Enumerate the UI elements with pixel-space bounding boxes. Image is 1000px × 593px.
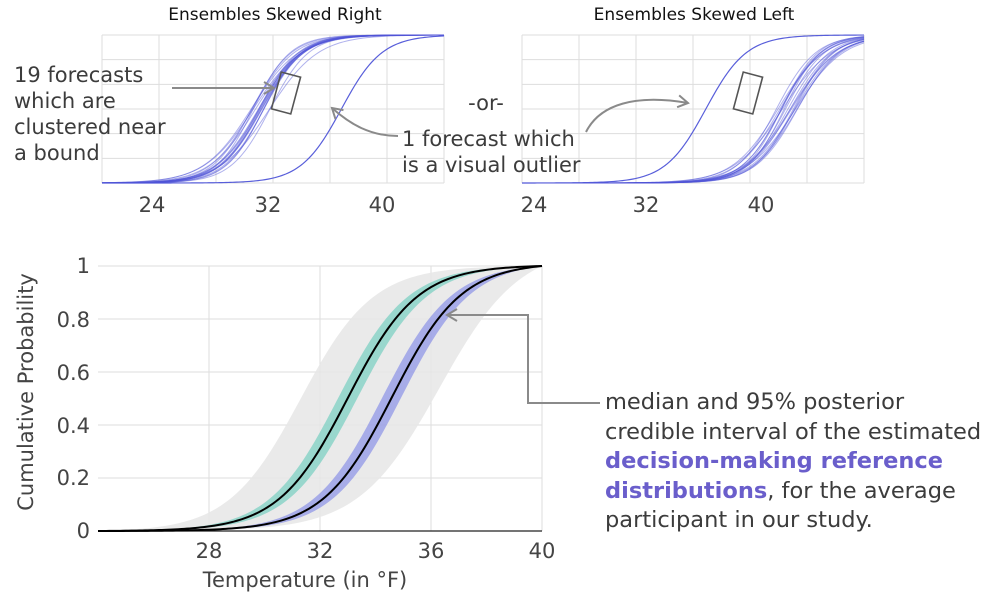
- cluster-highlight-box-left: [732, 71, 764, 115]
- panel-skewed-left: Ensembles Skewed Left 24 32 40: [521, 5, 865, 217]
- main-chart: 1 0.8 0.6 0.4 0.2 0 28 32 36 40 Temperat…: [14, 254, 600, 592]
- panel-skewed-right: Ensembles Skewed Right 24 32 40: [101, 5, 445, 217]
- caption-after: , for the average participant in our stu…: [605, 477, 956, 534]
- panel-left-grid: [521, 34, 865, 184]
- tick-x-32-main: 32: [307, 539, 334, 563]
- caption-highlight: decision-making reference distributions: [605, 448, 943, 504]
- ensemble-forecast-line: [101, 34, 444, 184]
- tick-x-24: 24: [139, 193, 166, 217]
- ensemble-forecast-line: [101, 34, 445, 184]
- caption-note: median and 95% posterior credible interv…: [605, 388, 995, 536]
- x-axis-label: Temperature (in °F): [202, 568, 407, 592]
- tick-x-32: 32: [255, 193, 282, 217]
- clustered-line-3: clustered near: [14, 115, 166, 139]
- tick-x-24-left: 24: [521, 193, 548, 217]
- y-axis-label: Cumulative Probability: [14, 273, 38, 511]
- panel-title-left: Ensembles Skewed Left: [594, 5, 795, 25]
- caption-before: median and 95% posterior credible interv…: [605, 389, 982, 445]
- credible-band-skewed-left: [98, 266, 542, 531]
- outlier-annotation: 1 forecast which is a visual outlier: [330, 94, 690, 177]
- clustered-line-1: 19 forecasts: [14, 63, 143, 87]
- tick-x-40-left: 40: [748, 193, 775, 217]
- clustered-line-2: which are: [14, 89, 116, 113]
- panel-title-right: Ensembles Skewed Right: [168, 5, 382, 25]
- ensemble-forecast-line: [101, 34, 444, 184]
- cluster-highlight-box: [270, 71, 302, 115]
- tick-x-40: 40: [369, 193, 396, 217]
- ensemble-forecast-line: [101, 34, 445, 184]
- tick-x-40-main: 40: [529, 539, 556, 563]
- arrow-to-outlier: [330, 106, 399, 137]
- tick-x-32-left: 32: [633, 193, 660, 217]
- tick-x-36: 36: [418, 539, 445, 563]
- separator-or: -or-: [468, 91, 504, 115]
- tick-y-1: 1: [77, 254, 90, 278]
- tick-y-0.8: 0.8: [57, 308, 90, 332]
- outlier-line-1: 1 forecast which: [402, 127, 575, 151]
- tick-y-0: 0: [77, 519, 90, 543]
- ensemble-forecast-line: [101, 34, 445, 184]
- tick-y-0.2: 0.2: [57, 466, 90, 490]
- tick-x-28: 28: [196, 539, 223, 563]
- median-line-skewed-left: [98, 265, 543, 532]
- arrow-to-cluster-left: [585, 94, 690, 133]
- arrow-to-reference: [445, 308, 600, 404]
- outlier-line-2: is a visual outlier: [402, 153, 581, 177]
- clustered-annotation: 19 forecasts which are clustered near a …: [14, 63, 276, 165]
- clustered-line-4: a bound: [14, 141, 100, 165]
- median-line-skewed-right: [97, 265, 543, 532]
- main-bands: [98, 266, 542, 531]
- tick-y-0.4: 0.4: [57, 414, 90, 438]
- outlier-forecast-line: [522, 34, 865, 184]
- tick-y-0.6: 0.6: [57, 361, 90, 385]
- outlier-forecast-line: [102, 35, 445, 184]
- main-lines: [97, 265, 543, 532]
- panel-left-lines: [522, 34, 865, 184]
